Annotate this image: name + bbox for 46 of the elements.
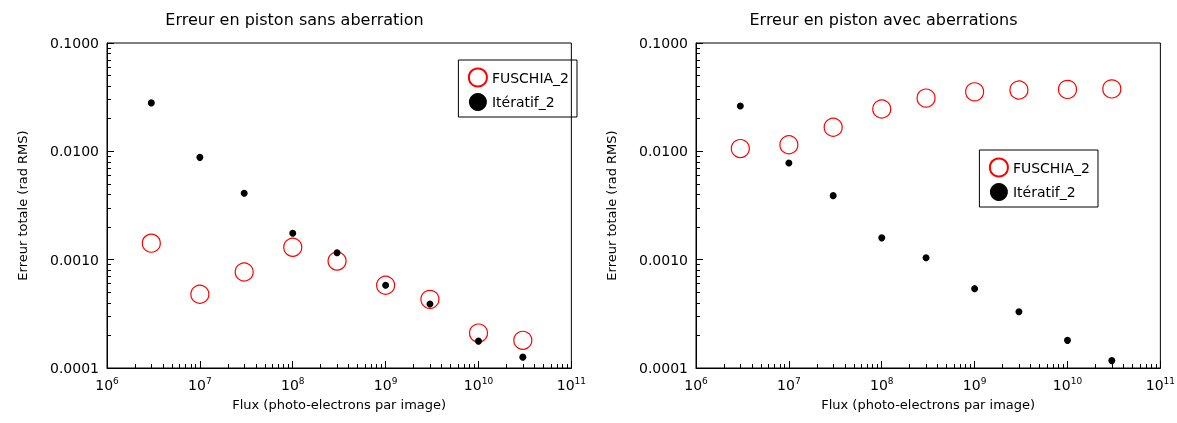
point [475,337,482,345]
legend-label: FUSCHIA_2 [491,69,570,86]
point [823,117,843,137]
point [915,88,936,108]
y-axis-title: Erreur totale (rad RMS) [15,130,30,281]
point [240,189,248,197]
point [333,249,341,257]
y-tick-label: 0.0010 [638,251,688,268]
point [970,285,978,293]
y-tick-label: 0.0001 [50,360,99,376]
legend-label: Itératif_2 [491,94,555,110]
point [147,99,155,107]
y-tick-label: 0.0100 [638,143,688,160]
x-axis-title: Flux (photo-electrons par image) [820,397,1035,412]
point [922,254,930,262]
y-axis-title: Erreur totale (rad RMS) [603,130,619,281]
point [234,262,254,282]
point [141,233,161,253]
point [1107,357,1115,365]
point [829,192,837,200]
point [468,323,489,343]
point [1014,308,1022,316]
x-axis-title: Flux (photo-electrons par image) [232,397,447,412]
point [730,139,750,159]
point [778,135,798,155]
y-tick-label: 0.0001 [638,360,688,376]
point [1008,80,1029,100]
y-tick-label: 0.0100 [50,143,99,160]
point [420,289,440,309]
chart-title: Erreur en piston avec aberrations [748,9,1018,29]
legend-label: Itératif_2 [1012,184,1076,200]
point [513,330,533,350]
y-tick-label: 0.1000 [50,35,99,51]
point [871,99,891,119]
point [1057,79,1077,99]
y-tick-label: 0.1000 [638,35,688,51]
point [877,234,885,242]
point [1063,336,1071,344]
point [736,102,744,110]
point [327,251,347,271]
chart-title: Erreur en piston sans aberration [165,9,424,29]
point [1101,79,1121,99]
legend-label: FUSCHIA_2 [1012,159,1090,176]
point [964,82,984,102]
point [519,353,527,361]
y-tick-label: 0.0010 [50,251,99,268]
